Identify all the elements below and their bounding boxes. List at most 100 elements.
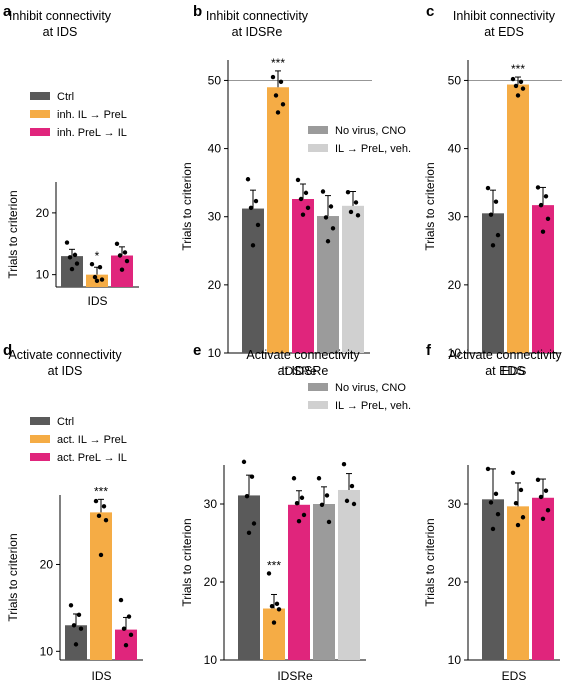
data-point	[74, 261, 80, 266]
y-tick-label: 20	[36, 206, 50, 220]
data-point	[250, 243, 256, 248]
data-point	[121, 626, 127, 631]
data-point	[296, 518, 302, 524]
legend: No virus, CNO IL → PreL, veh.	[308, 125, 411, 155]
data-point	[103, 517, 109, 523]
data-point	[76, 612, 82, 618]
y-axis-label: Trials to criterion	[6, 190, 20, 278]
bar	[61, 256, 83, 287]
panel-title: Inhibit connectivity	[206, 9, 309, 23]
data-point	[270, 74, 276, 80]
panel-title: at IDS	[43, 25, 78, 39]
data-point	[269, 603, 275, 609]
y-tick-label: 20	[208, 278, 222, 292]
data-point	[303, 190, 309, 196]
panel-title: at IDSRe	[232, 25, 283, 39]
legend-swatch	[308, 383, 328, 391]
data-point	[266, 571, 272, 576]
data-point	[326, 519, 332, 525]
data-point	[114, 241, 120, 246]
data-point	[99, 277, 105, 282]
data-point	[253, 198, 259, 204]
data-point	[96, 513, 102, 519]
panel-title: at EDS	[484, 25, 524, 39]
panel-title: Inhibit connectivity	[453, 9, 556, 23]
legend-label: act. IL → PreL	[57, 434, 127, 446]
data-point	[295, 177, 301, 183]
bar	[482, 213, 504, 353]
data-point	[118, 597, 124, 603]
data-point	[520, 86, 526, 91]
legend-swatch	[30, 435, 50, 443]
data-point	[345, 189, 351, 195]
data-point	[543, 488, 549, 493]
bar	[342, 205, 364, 353]
data-point	[274, 601, 280, 607]
data-point	[490, 526, 496, 532]
data-point	[245, 177, 251, 182]
data-point	[485, 466, 491, 472]
data-point	[316, 476, 322, 481]
data-point	[298, 196, 304, 202]
y-tick-label: 20	[448, 575, 462, 589]
bar	[313, 504, 335, 660]
data-point	[278, 79, 284, 85]
legend-label: inh. PreL → IL	[57, 127, 127, 139]
y-tick-label: 30	[448, 210, 462, 224]
bar	[288, 504, 310, 660]
legend-label: Ctrl	[57, 416, 74, 428]
data-point	[251, 521, 257, 526]
legend-swatch	[30, 453, 50, 461]
data-point	[535, 477, 541, 483]
y-tick-label: 30	[204, 497, 218, 511]
data-point	[495, 511, 501, 517]
panel-title: Activate connectivity	[8, 348, 122, 362]
data-point	[71, 623, 77, 628]
data-point	[299, 495, 305, 500]
panel-label: f	[426, 342, 432, 359]
data-point	[341, 462, 347, 467]
data-point	[320, 189, 326, 194]
legend-label: act. PreL → IL	[57, 452, 127, 464]
panel-title: Activate connectivity	[448, 348, 562, 362]
legend-label: No virus, CNO	[335, 382, 406, 394]
data-point	[344, 498, 350, 504]
data-point	[493, 199, 499, 204]
data-point	[294, 501, 300, 506]
panel-label: c	[426, 3, 434, 20]
legend: Ctrl act. IL → PreL act. PreL → IL	[30, 416, 127, 464]
y-tick-label: 20	[204, 575, 218, 589]
data-point	[248, 205, 254, 211]
data-point	[488, 500, 494, 505]
data-point	[515, 93, 521, 98]
bar	[242, 208, 264, 353]
data-point	[117, 253, 123, 258]
data-point	[276, 607, 282, 612]
bar	[338, 489, 360, 660]
panel-c: c Inhibit connectivity at EDS 10 20 30 40 50 Tri…	[423, 3, 562, 378]
legend: No virus, CNO IL → PreL, veh.	[308, 382, 411, 412]
data-point	[495, 232, 501, 238]
legend-swatch	[308, 144, 328, 152]
y-tick-label: 50	[208, 73, 222, 87]
legend-label: IL → PreL, veh.	[335, 143, 411, 155]
panel-e: e Activate connectivity at IDSRe 10 20 30 Tria…	[180, 342, 411, 683]
data-point	[545, 508, 551, 513]
data-point	[241, 459, 247, 465]
bar	[317, 216, 339, 353]
data-point	[513, 501, 519, 506]
data-point	[273, 93, 279, 98]
data-point	[92, 274, 98, 280]
data-point	[94, 278, 100, 284]
y-tick-label: 10	[448, 346, 462, 360]
panel-label: d	[3, 342, 12, 359]
y-axis-label: Trials to criterion	[180, 162, 194, 250]
panel-label: a	[3, 3, 12, 20]
data-point	[348, 209, 354, 215]
y-tick-label: 10	[204, 653, 218, 667]
data-point	[89, 261, 95, 267]
bar	[507, 506, 529, 660]
y-tick-label: 20	[40, 557, 54, 571]
